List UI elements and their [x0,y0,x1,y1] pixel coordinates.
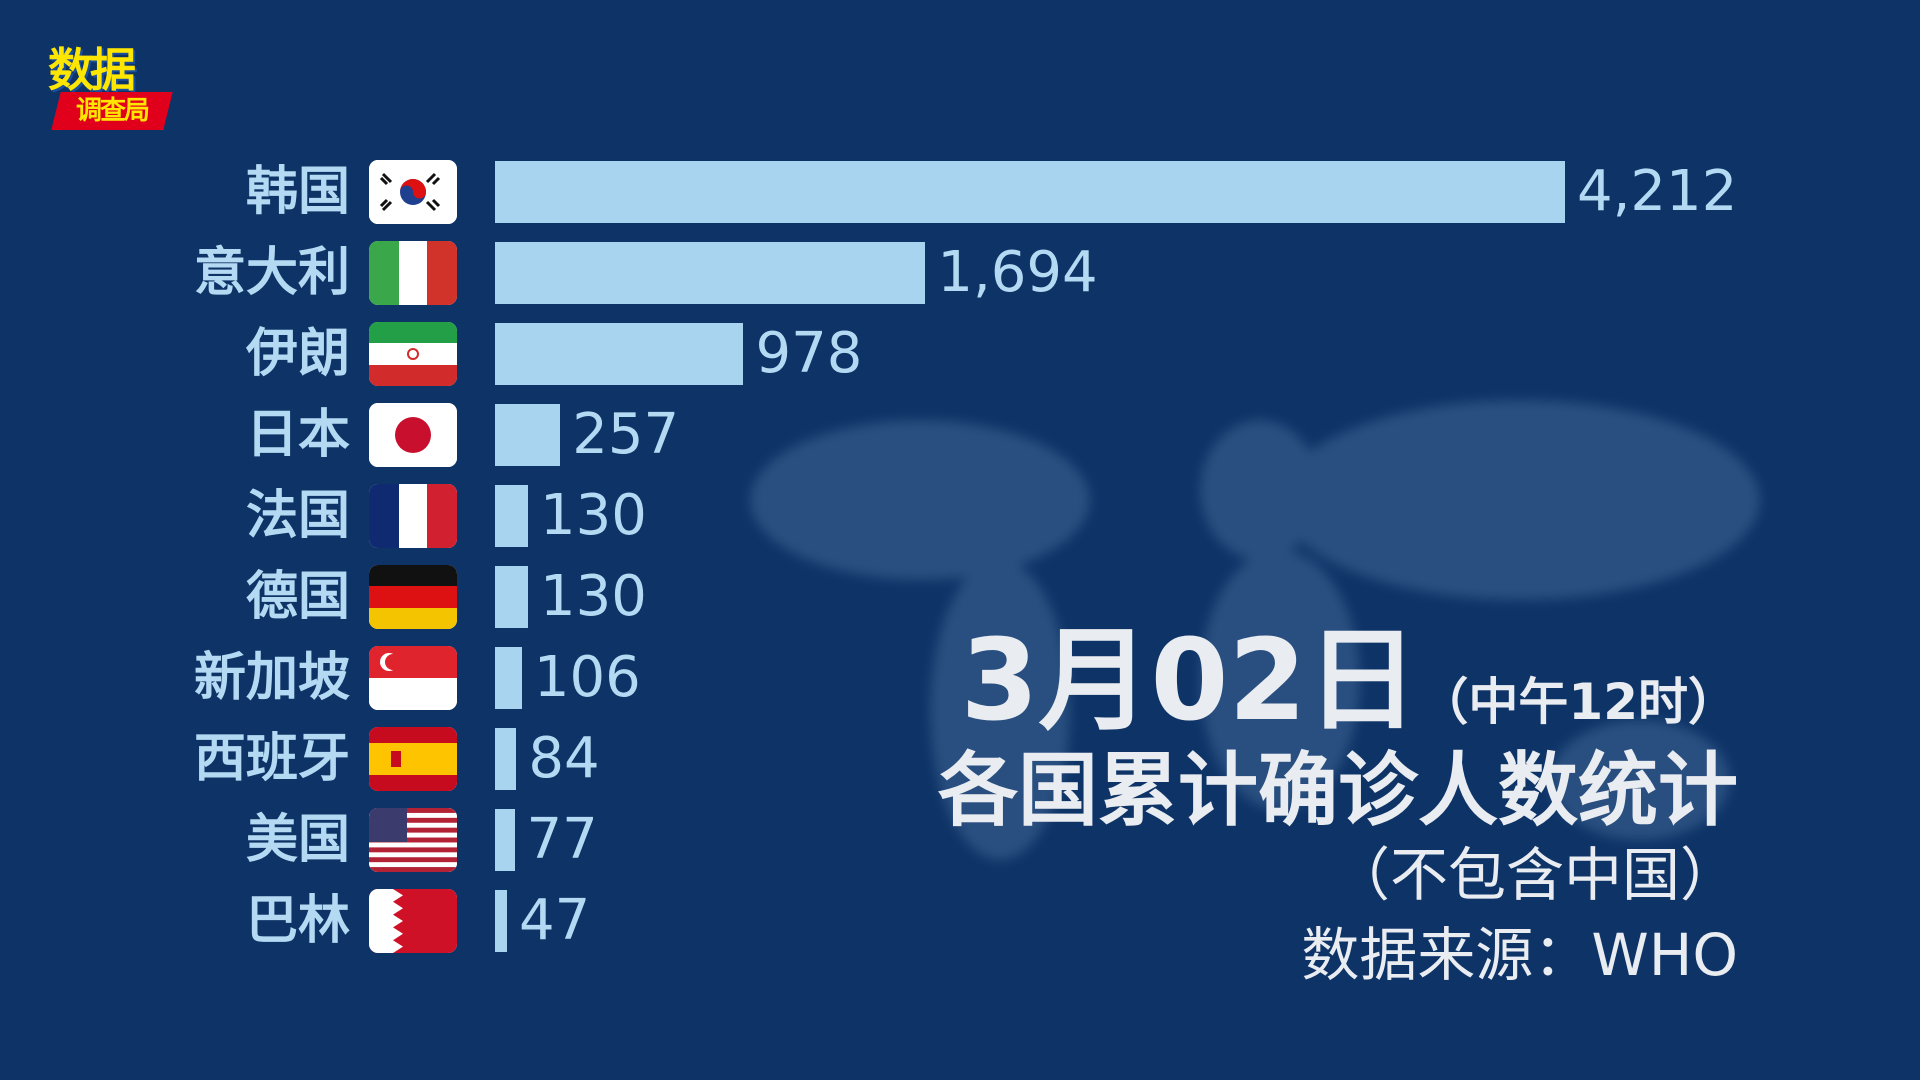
country-label: 西班牙 [193,729,350,789]
flag-icon-ir [369,322,457,386]
bar [495,566,529,628]
bar-row: 意大利 1,694 [0,241,1920,305]
bar-row: 日本 257 [0,403,1920,467]
flag-icon-it [369,241,457,305]
country-label: 德国 [245,567,350,627]
country-label: 意大利 [193,243,350,303]
country-label: 巴林 [245,891,350,951]
value-label: 257 [572,402,680,467]
country-label: 法国 [245,486,350,546]
date-heading: 3月02日（中午12时） [961,590,1738,752]
logo-bottom: 调查局 [51,92,173,130]
country-label: 美国 [245,810,350,870]
bar [495,728,517,790]
world-map-background [750,400,1760,860]
bar [495,890,507,952]
flag-icon-bh [369,889,457,953]
flag-icon-us [369,808,457,872]
logo-top: 数据 [48,43,136,97]
bar [495,809,515,871]
country-label: 新加坡 [193,648,350,708]
chart-title: 各国累计确诊人数统计 [938,744,1738,837]
flag-icon-kr [369,160,457,224]
country-label: 日本 [245,405,350,465]
bar-row: 韩国 4,212 [0,160,1920,224]
logo: 数据 调查局 [46,34,173,134]
bar [495,161,1565,223]
bar-row: 法国 130 [0,484,1920,548]
bar-row: 西班牙 84 [0,727,1920,791]
bar-row: 美国 77 [0,808,1920,872]
flag-icon-fr [369,484,457,548]
date-time: （中午12时） [1418,673,1738,731]
value-label: 106 [533,645,641,710]
flag-icon-jp [369,403,457,467]
bar-row: 新加坡 106 [0,646,1920,710]
flag-icon-sg [369,646,457,710]
bar [495,647,522,709]
value-label: 1,694 [937,240,1098,305]
value-label: 47 [518,888,591,953]
value-label: 4,212 [1577,159,1738,224]
country-label: 伊朗 [245,324,350,384]
bar-row: 伊朗 978 [0,322,1920,386]
chart-note: （不包含中国） [1331,841,1738,909]
bar [495,485,529,547]
value-label: 130 [540,564,647,629]
bar [495,404,561,466]
data-source: 数据来源：WHO [1301,921,1738,989]
flag-icon-es [369,727,457,791]
value-label: 77 [526,807,598,872]
value-label: 978 [755,321,863,386]
bar [495,323,744,385]
flag-icon-de [369,565,457,629]
value-label: 84 [528,726,600,791]
bar-row: 德国 130 [0,565,1920,629]
country-label: 韩国 [245,162,350,222]
date-main: 3月02日 [960,616,1419,746]
value-label: 130 [540,483,647,548]
bar-row: 巴林 47 [0,889,1920,953]
bar [495,242,926,304]
logo-bottom-text: 调查局 [75,96,148,126]
